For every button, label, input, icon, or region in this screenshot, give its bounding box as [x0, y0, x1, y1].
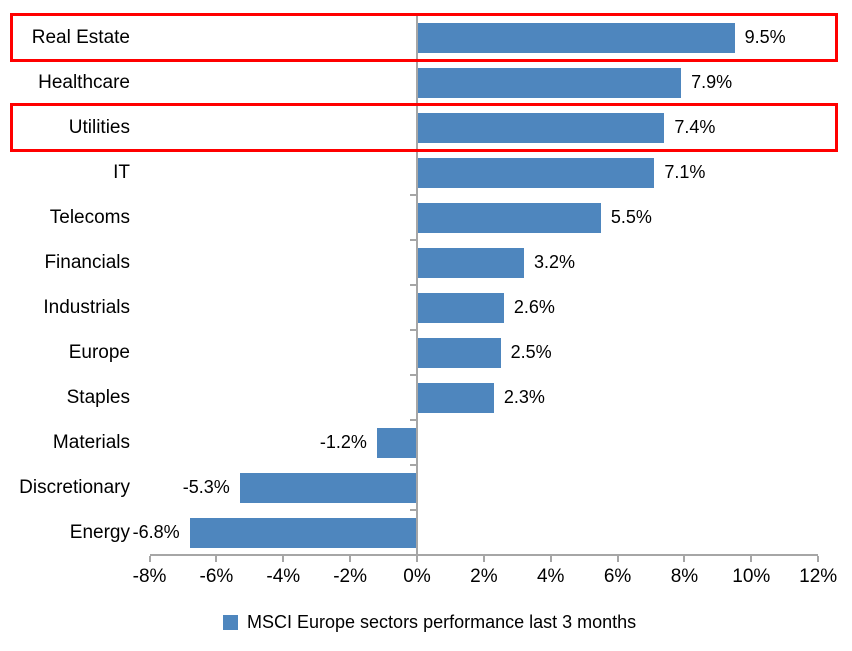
bar-industrials: [417, 292, 504, 323]
category-axis-tick: [410, 329, 416, 331]
value-axis-tick-label: 8%: [670, 566, 699, 587]
value-axis-tick: [482, 556, 485, 562]
bar-materials: [376, 427, 417, 458]
value-axis-tick-label: -4%: [266, 566, 301, 587]
value-axis-tick-label: 2%: [470, 566, 498, 587]
category-label: Real Estate: [31, 26, 130, 48]
category-label: Staples: [66, 386, 130, 408]
bar-healthcare: [417, 67, 682, 98]
value-label: 2.6%: [513, 297, 555, 317]
value-label: 3.2%: [533, 252, 575, 272]
category-label: Financials: [44, 251, 130, 273]
value-axis-tick-label: 6%: [603, 566, 632, 587]
value-axis-tick: [616, 556, 619, 562]
category-label: Materials: [52, 431, 130, 453]
bar-utilities: [417, 112, 665, 143]
value-axis-line: [149, 554, 819, 556]
category-axis-tick: [410, 374, 416, 376]
value-axis-tick: [148, 556, 151, 562]
value-label: 7.1%: [664, 162, 706, 182]
category-axis-line: [416, 15, 418, 562]
value-label: -6.8%: [132, 522, 180, 542]
value-label: 9.5%: [744, 27, 786, 47]
highlight-box-real-estate: [10, 13, 838, 62]
category-label: Healthcare: [38, 71, 130, 93]
value-axis-tick: [349, 556, 352, 562]
value-axis-tick: [683, 556, 686, 562]
category-label: IT: [113, 161, 130, 183]
category-axis-tick: [410, 419, 416, 421]
value-label: 7.4%: [674, 117, 716, 137]
value-label: 2.5%: [510, 342, 552, 362]
bar-it: [417, 157, 655, 188]
category-axis-tick: [410, 464, 416, 466]
category-axis-tick: [410, 194, 416, 196]
category-label: Industrials: [43, 296, 130, 318]
value-label: -5.3%: [182, 477, 230, 497]
legend: MSCI Europe sectors performance last 3 m…: [223, 612, 636, 633]
bar-europe: [417, 337, 501, 368]
category-label: Energy: [69, 521, 130, 543]
value-axis-tick-label: 0%: [403, 566, 431, 587]
value-label: -1.2%: [319, 432, 367, 452]
legend-marker-swatch: [223, 615, 238, 630]
category-axis-tick: [410, 239, 416, 241]
value-axis-tick-label: -6%: [199, 566, 234, 587]
value-axis-tick-label: 12%: [799, 566, 838, 587]
value-axis-tick-label: -8%: [132, 566, 167, 587]
value-axis-tick: [282, 556, 285, 562]
bar-discretionary: [239, 472, 417, 503]
category-label: Telecoms: [49, 206, 130, 228]
category-label: Discretionary: [19, 476, 130, 498]
value-label: 5.5%: [610, 207, 652, 227]
category-axis-tick: [410, 284, 416, 286]
value-axis-tick-label: 10%: [732, 566, 771, 587]
value-axis-tick-label: -2%: [333, 566, 368, 587]
category-axis-tick: [410, 509, 416, 511]
value-axis-tick: [750, 556, 753, 562]
category-label: Europe: [68, 341, 130, 363]
value-axis-tick: [416, 556, 418, 562]
value-axis-tick: [215, 556, 218, 562]
value-axis-tick: [549, 556, 552, 562]
value-axis-tick-label: 4%: [536, 566, 565, 587]
bar-real-estate: [417, 22, 735, 53]
highlight-box-utilities: [10, 103, 838, 152]
value-label: 7.9%: [691, 72, 733, 92]
value-axis-tick: [817, 556, 820, 562]
category-label: Utilities: [68, 116, 130, 138]
bar-telecoms: [417, 202, 601, 233]
value-label: 2.3%: [503, 387, 545, 407]
bar-energy: [189, 517, 417, 548]
legend-label: MSCI Europe sectors performance last 3 m…: [247, 612, 637, 632]
bar-financials: [417, 247, 524, 278]
bar-staples: [417, 382, 494, 413]
